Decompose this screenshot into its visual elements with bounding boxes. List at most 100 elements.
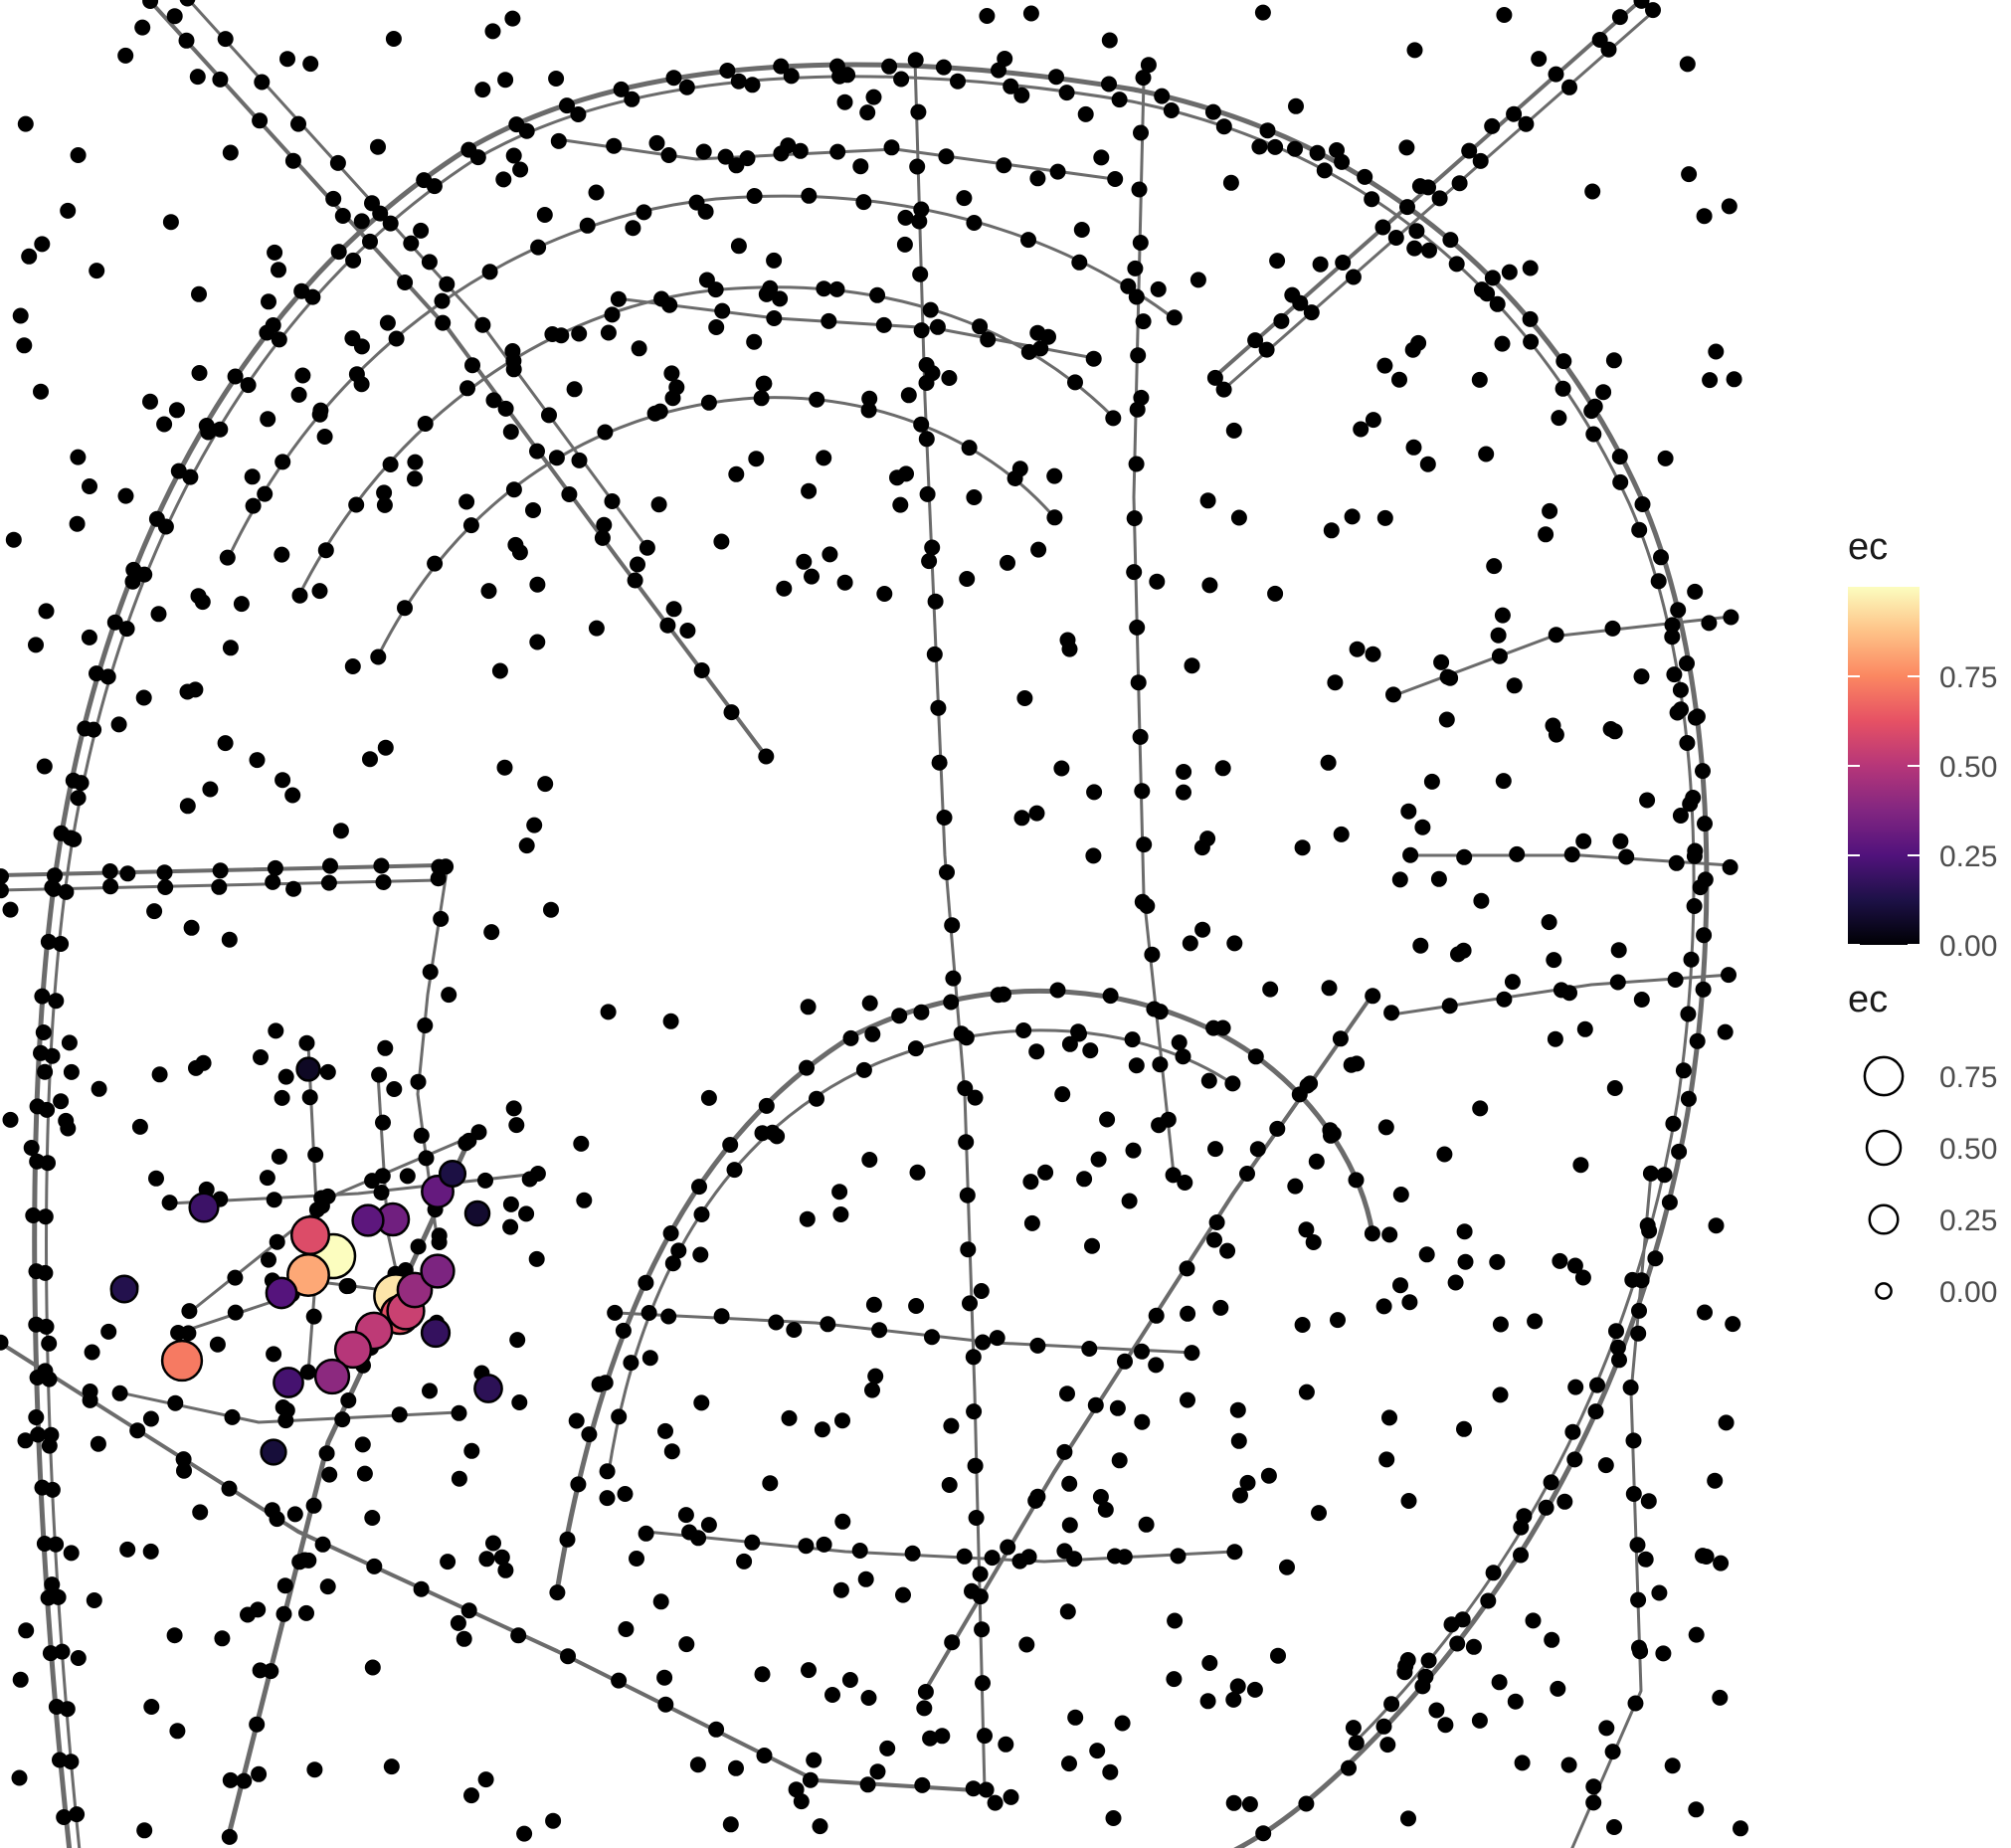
network-node <box>1385 686 1401 703</box>
network-node <box>221 1828 238 1845</box>
network-node <box>1138 1516 1155 1533</box>
network-node <box>1365 412 1381 429</box>
network-node <box>1323 522 1340 539</box>
network-node <box>1611 449 1628 465</box>
network-node <box>298 1604 314 1621</box>
network-node <box>484 23 501 40</box>
network-node <box>966 215 983 231</box>
network-node <box>12 307 29 324</box>
network-node <box>1049 982 1066 999</box>
network-node <box>1189 272 1206 288</box>
network-node <box>191 365 208 381</box>
network-node <box>809 391 825 408</box>
network-node <box>319 1578 336 1595</box>
network-node <box>851 1543 868 1559</box>
network-node <box>1686 847 1703 864</box>
network-node <box>640 1305 657 1321</box>
network-node <box>781 1409 798 1426</box>
network-node <box>274 772 291 789</box>
network-node <box>892 496 909 513</box>
central-ns-road-2 <box>1132 78 1176 1176</box>
network-node <box>510 1627 527 1644</box>
network-node <box>1023 1214 1040 1231</box>
network-node <box>541 407 557 424</box>
size-legend-label: 0.25 <box>1939 1204 1997 1237</box>
network-node <box>898 465 914 482</box>
network-node <box>1664 1757 1681 1774</box>
network-node <box>1672 808 1689 824</box>
network-node <box>375 874 392 890</box>
network-node <box>861 1152 878 1168</box>
network-node <box>1343 1056 1360 1073</box>
network-node <box>834 1513 851 1530</box>
network-node <box>1163 102 1180 118</box>
network-node <box>233 596 250 613</box>
network-node <box>189 69 206 86</box>
network-node <box>1671 1143 1688 1160</box>
network-node <box>1215 381 1232 398</box>
network-node <box>370 648 387 665</box>
network-node <box>1695 1548 1711 1565</box>
network-node <box>136 1822 153 1839</box>
network-node <box>1516 1508 1533 1525</box>
network-node <box>1679 56 1696 73</box>
network-node <box>1567 1379 1584 1395</box>
network-node <box>1655 1645 1672 1662</box>
network-node <box>353 338 370 355</box>
network-node <box>1634 496 1651 512</box>
highlighted-node <box>333 1330 373 1370</box>
network-node <box>69 515 86 532</box>
network-node <box>1135 313 1152 330</box>
network-node <box>1555 353 1572 370</box>
network-node <box>1631 1302 1647 1319</box>
network-node <box>1013 87 1030 103</box>
network-node <box>908 1298 925 1314</box>
network-node <box>881 58 898 75</box>
network-node <box>1411 178 1428 195</box>
network-node <box>1335 255 1352 271</box>
network-node <box>1376 509 1393 526</box>
network-node <box>799 1059 815 1076</box>
network-node <box>459 380 475 397</box>
network-node <box>1566 1451 1583 1468</box>
network-node <box>836 574 853 591</box>
network-node <box>909 158 926 175</box>
network-node <box>959 571 976 587</box>
network-node <box>801 482 818 499</box>
network-node <box>302 56 319 73</box>
network-node <box>1177 1175 1193 1191</box>
network-node <box>1194 921 1211 938</box>
network-node <box>1364 1225 1380 1242</box>
network-node <box>61 1034 78 1051</box>
network-node <box>864 1025 881 1042</box>
network-node <box>1683 951 1700 968</box>
network-node <box>799 1210 816 1227</box>
network-node <box>364 1510 381 1526</box>
north-arc-1 <box>227 194 1176 559</box>
network-node <box>922 1730 939 1747</box>
network-node <box>780 137 797 154</box>
network-node <box>924 1329 940 1346</box>
network-node <box>796 553 813 570</box>
network-node <box>697 203 714 220</box>
network-node <box>150 606 167 623</box>
network-node <box>307 1147 324 1163</box>
network-node <box>35 1024 52 1040</box>
network-node <box>806 1752 823 1768</box>
network-node <box>1431 190 1448 207</box>
network-node <box>106 614 123 631</box>
network-node <box>809 1090 824 1107</box>
network-node <box>529 443 545 460</box>
network-node <box>222 640 239 656</box>
highlighted-nodes-layer <box>109 1056 503 1466</box>
north-street-2 <box>615 296 1096 360</box>
network-node <box>861 995 878 1012</box>
network-node <box>305 1308 322 1325</box>
network-node <box>290 115 306 132</box>
network-node <box>100 1323 117 1340</box>
network-node <box>1294 839 1311 856</box>
network-node <box>1144 946 1161 963</box>
network-node <box>1028 805 1045 822</box>
network-node <box>1049 163 1066 180</box>
network-node <box>1298 1795 1315 1812</box>
